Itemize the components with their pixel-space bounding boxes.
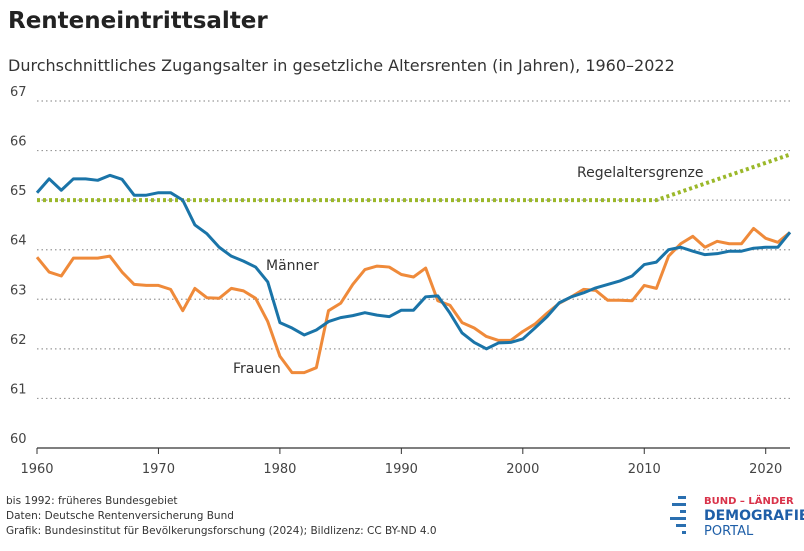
series-label: Männer [266,258,319,274]
note: Daten: Deutsche Rentenversicherung Bund [6,510,234,522]
x-tick-label: 1980 [263,462,296,477]
chart-title: Renteneintrittsalter [8,8,268,34]
y-tick-label: 61 [10,382,27,397]
data-line [35,173,792,351]
x-tick-label: 1970 [142,462,175,477]
x-tick-label: 1960 [20,462,53,477]
data-line [37,152,791,203]
y-tick-label: 65 [10,184,27,199]
logo: BUND – LÄNDER DEMOGRAFIE PORTAL [670,493,804,539]
data-line [35,226,791,375]
note: bis 1992: früheres Bundesgebiet [6,495,178,507]
series-label: Regelaltersgrenze [577,165,704,181]
logo-text: PORTAL [704,524,754,539]
logo-text: DEMOGRAFIE [704,508,804,524]
y-tick-label: 66 [10,135,27,150]
y-tick-label: 62 [10,333,27,348]
x-tick-label: 2000 [506,462,539,477]
series-label: Frauen [233,361,281,377]
y-tick-label: 63 [10,283,27,298]
y-tick-label: 64 [10,234,27,249]
x-tick-label: 2020 [749,462,782,477]
logo-text: BUND – LÄNDER [704,493,794,507]
x-tick-label: 1990 [385,462,418,477]
chart-subtitle: Durchschnittliches Zugangsalter in geset… [8,56,675,75]
x-tick-label: 2010 [628,462,661,477]
y-tick-label: 60 [10,432,27,447]
note: Grafik: Bundesinstitut für Bevölkerungsf… [6,525,437,537]
y-tick-label: 67 [10,85,27,100]
